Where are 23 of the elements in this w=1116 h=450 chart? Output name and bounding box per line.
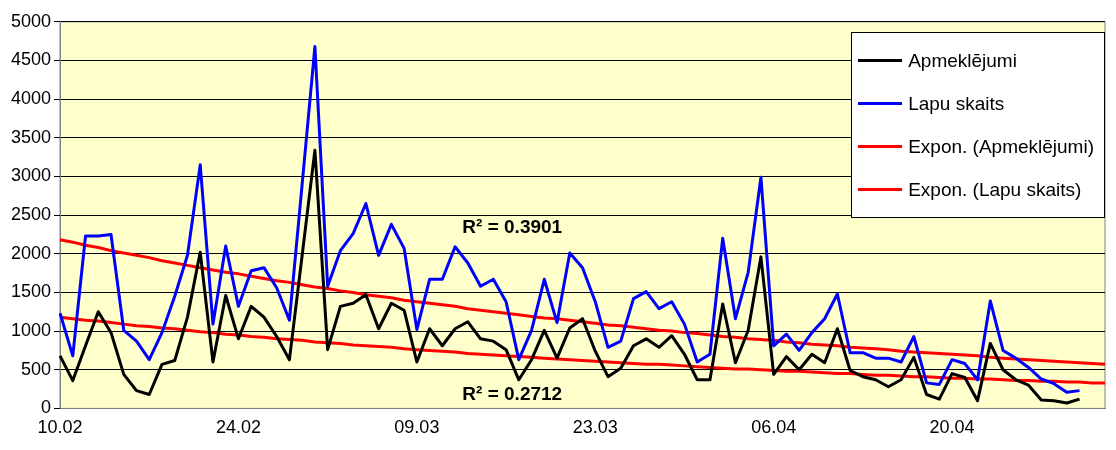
y-tick-label: 1000: [11, 320, 52, 341]
legend-label: Expon. (Apmeklējumi): [908, 135, 1094, 158]
x-tick-label: 09.03: [394, 417, 440, 438]
annotation: R² = 0.3901: [462, 216, 563, 238]
y-tick-label: 1500: [11, 281, 52, 302]
legend-label: Lapu skaits: [908, 92, 1005, 115]
x-tick-label: 20.04: [929, 417, 975, 438]
x-tick-label: 06.04: [751, 417, 797, 438]
y-tick-label: 500: [21, 358, 52, 379]
y-tick-label: 2000: [11, 242, 52, 263]
x-tick-label: 23.03: [572, 417, 618, 438]
y-tick-label: 4500: [11, 49, 52, 70]
y-tick-label: 2500: [11, 204, 52, 225]
x-tick-label: 10.02: [37, 417, 83, 438]
y-tick-label: 0: [41, 397, 52, 418]
x-tick-label: 24.02: [215, 417, 261, 438]
legend-label: Apmeklējumi: [908, 49, 1017, 72]
y-tick-label: 5000: [11, 10, 52, 31]
legend-label: Expon. (Lapu skaits): [908, 178, 1082, 201]
y-tick-label: 3000: [11, 165, 52, 186]
y-tick-label: 4000: [11, 88, 52, 109]
y-tick-label: 3500: [11, 126, 52, 147]
annotation: R² = 0.2712: [462, 382, 563, 404]
